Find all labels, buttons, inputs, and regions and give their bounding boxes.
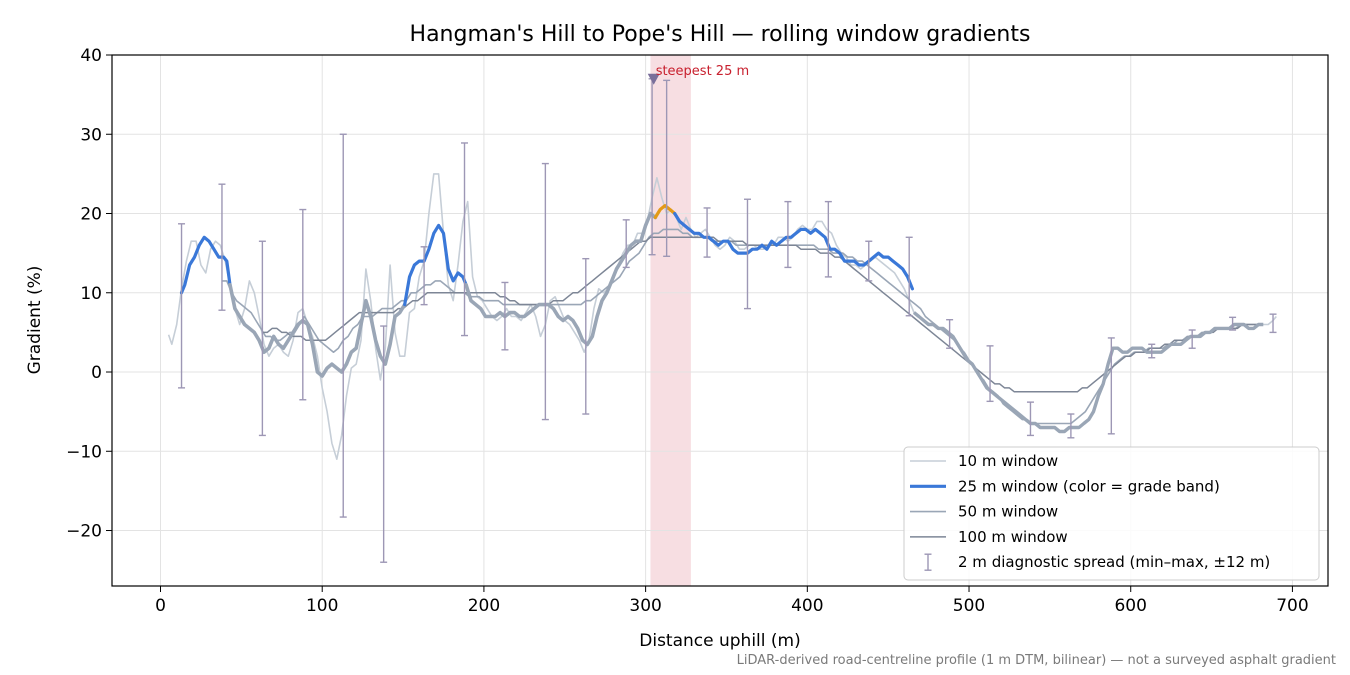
legend: 10 m window 25 m window (color = grade ba… (903, 446, 1320, 581)
footnote: LiDAR-derived road-centreline profile (1… (737, 653, 1336, 668)
steepest-window-band-layer (650, 55, 691, 586)
series-line-25m-segment (912, 311, 1264, 434)
x-tick-label: 300 (629, 596, 661, 616)
y-axis-ticks: −20 −10 0 10 20 30 40 (66, 46, 112, 542)
series-line-25m-segment (464, 211, 658, 347)
steepest-marker-icon (647, 73, 660, 85)
y-tick-label: −20 (66, 522, 102, 542)
x-axis-label: Distance uphill (m) (639, 631, 800, 651)
spread-layer (178, 78, 1277, 563)
y-tick-label: 0 (91, 363, 102, 383)
steepest-label: steepest 25 m (656, 64, 749, 79)
plot-frame (111, 54, 1329, 587)
series-line-25m-segment (179, 235, 232, 295)
y-tick-label: 40 (80, 46, 102, 66)
steepest-window-band (650, 55, 691, 586)
series-line-25m-segment (673, 211, 914, 291)
legend-label-w10: 10 m window (958, 452, 1058, 470)
series-line-25m-segment (403, 223, 468, 307)
legend-label-w25: 25 m window (color = grade band) (958, 477, 1220, 495)
annotation-layer: steepest 25 m (647, 64, 749, 85)
x-tick-label: 100 (306, 596, 338, 616)
legend-label-w100: 100 m window (958, 528, 1068, 546)
legend-box (903, 446, 1320, 581)
series-line-25m-segment (653, 204, 677, 220)
series-line-10m (167, 173, 1277, 460)
y-tick-label: 10 (80, 284, 102, 304)
x-tick-label: 400 (791, 596, 823, 616)
x-tick-label: 500 (953, 596, 985, 616)
legend-label-w50: 50 m window (958, 503, 1058, 521)
y-tick-label: 20 (80, 205, 102, 225)
y-tick-label: −10 (66, 442, 102, 462)
legend-label-spread: 2 m diagnostic spread (min–max, ±12 m) (958, 553, 1270, 571)
y-tick-label: 30 (80, 125, 102, 145)
chart-title: Hangman's Hill to Pope's Hill — rolling … (410, 22, 1031, 47)
series-layer (167, 173, 1277, 460)
y-axis-label: Gradient (%) (25, 266, 45, 375)
x-tick-label: 0 (155, 596, 166, 616)
x-tick-label: 700 (1276, 596, 1308, 616)
x-axis-ticks: 0 100 200 300 400 500 600 700 (155, 586, 1309, 616)
series-line-50m (222, 228, 1261, 425)
x-tick-label: 600 (1114, 596, 1146, 616)
series-line-25m-segment (228, 283, 407, 378)
x-tick-label: 200 (468, 596, 500, 616)
